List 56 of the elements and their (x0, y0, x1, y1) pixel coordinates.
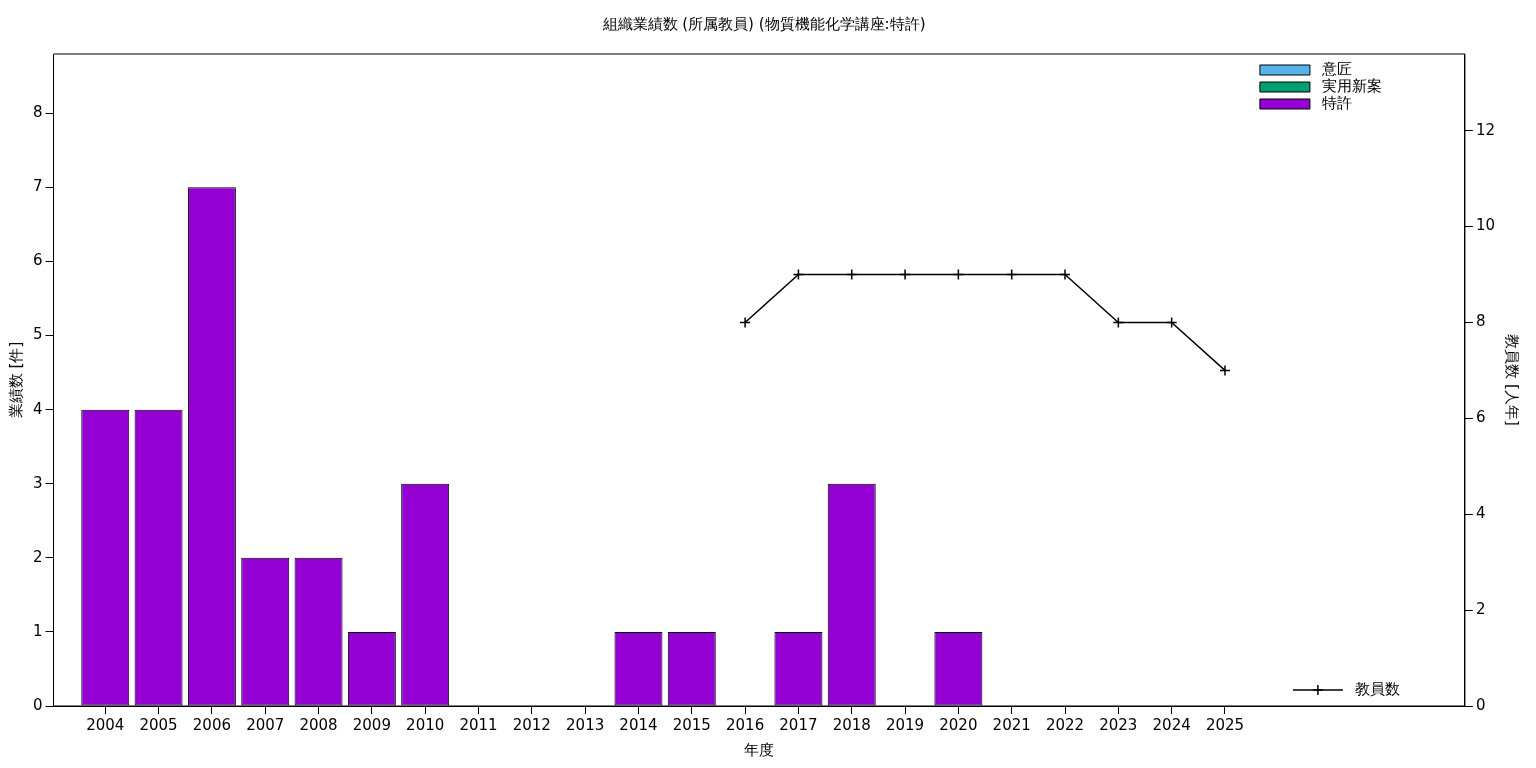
point (952, 268, 965, 281)
y-tick-label: 6 (33, 251, 43, 270)
legend-label: 教員数 (1354, 679, 1400, 698)
point (1059, 268, 1071, 281)
x-tick-label: 2025 (1205, 715, 1245, 734)
y-tick-label: 1 (33, 621, 43, 640)
x-tick-label: 2012 (512, 715, 551, 734)
x-tick-label: 2010 (406, 715, 445, 734)
point (1219, 364, 1231, 377)
x-tick-label: 2024 (1152, 715, 1191, 734)
x-tick-label: 2005 (139, 715, 178, 734)
y2-tick-label: 2 (1475, 600, 1486, 619)
x-tick-label: 2006 (192, 715, 231, 734)
x-tick-label: 2013 (566, 715, 605, 734)
y-tick-label: 4 (33, 399, 43, 418)
point (739, 316, 751, 329)
y2-tick-label: 12 (1475, 120, 1496, 139)
x-tick-label: 2018 (832, 715, 871, 734)
y2-axis-title: 教員数 [人年] (1503, 334, 1522, 426)
y-tick-label: 7 (33, 177, 43, 196)
y-tick-label: 5 (33, 325, 43, 344)
point (792, 268, 805, 281)
x-tick-label: 2014 (619, 715, 658, 734)
legend-label: 特許 (1321, 93, 1352, 112)
x-tick-label: 2015 (672, 715, 711, 734)
legend-label: 実用新案 (1321, 76, 1382, 95)
y2-tick-label: 4 (1475, 504, 1486, 523)
x-tick-label: 2017 (779, 715, 818, 734)
y-tick-label: 8 (33, 103, 43, 122)
point (845, 268, 858, 281)
y-axis-title: 業績数 [件] (6, 341, 25, 419)
point (899, 268, 911, 281)
y-tick-label: 0 (33, 695, 43, 714)
point (1005, 268, 1018, 281)
x-axis-title: 年度 (744, 740, 775, 759)
x-tick-label: 2020 (939, 715, 978, 734)
y2-tick-label: 8 (1475, 312, 1486, 331)
y-tick-label: 2 (33, 547, 43, 566)
x-tick-label: 2019 (885, 715, 925, 734)
x-tick-label: 2021 (992, 715, 1031, 734)
chart-title: 組織業績数 (所属教員) (物質機能化学講座:特許) (601, 14, 926, 33)
y2-tick-label: 6 (1475, 408, 1486, 427)
point (1112, 316, 1125, 329)
x-tick-label: 2011 (459, 715, 498, 734)
x-tick-label: 2023 (1099, 715, 1138, 734)
x-tick-label: 2022 (1045, 715, 1085, 734)
x-tick-label: 2007 (246, 715, 285, 734)
y2-tick-label: 10 (1475, 216, 1496, 235)
x-tick-label: 2009 (352, 715, 391, 734)
y2-tick-label: 0 (1475, 695, 1486, 714)
point (1165, 316, 1178, 329)
x-tick-label: 2004 (86, 715, 125, 734)
legend-label: 意匠 (1320, 59, 1352, 78)
y-tick-label: 3 (33, 473, 43, 492)
x-tick-label: 2008 (299, 715, 338, 734)
x-tick-label: 2016 (726, 715, 765, 734)
